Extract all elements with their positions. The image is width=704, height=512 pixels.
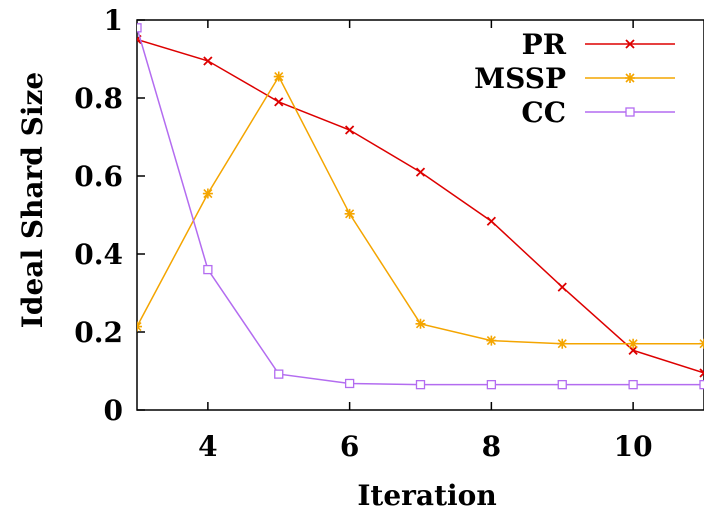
y-tick-label: 1 [104, 4, 123, 37]
x-tick-label: 4 [198, 430, 217, 463]
x-axis-ticks: 4 6 8 10 [198, 20, 653, 463]
series-line [137, 75, 704, 345]
series-line [137, 27, 704, 386]
point-marker [699, 379, 704, 390]
point-marker [557, 338, 568, 349]
plot-frame [136, 19, 704, 411]
point-marker [557, 379, 567, 390]
legend-item-pr: PR [522, 28, 675, 61]
point-marker [625, 73, 635, 83]
y-tick-label: 0.6 [74, 160, 123, 193]
y-tick-label: 0 [104, 394, 123, 427]
point-marker [486, 379, 497, 390]
point-marker [628, 379, 638, 390]
point-marker [202, 188, 213, 199]
point-marker [625, 39, 635, 49]
y-tick-label: 0.4 [74, 238, 123, 271]
point-marker [699, 338, 704, 349]
point-marker [699, 368, 704, 378]
x-tick-label: 6 [340, 430, 359, 463]
series-mssp [137, 71, 704, 349]
point-marker [137, 321, 142, 332]
x-tick-label: 10 [614, 430, 653, 463]
point-marker [273, 71, 284, 82]
point-marker [415, 318, 426, 329]
point-marker [625, 107, 635, 117]
y-axis-title: Ideal Shard Size [16, 72, 49, 328]
y-axis-ticks: 0 0.2 0.4 0.6 0.8 1 [74, 4, 145, 427]
series-cc [137, 23, 704, 390]
point-marker [628, 345, 638, 355]
point-marker [486, 335, 497, 346]
point-marker [344, 125, 355, 135]
legend-item-cc: CC [521, 96, 675, 129]
point-marker [415, 379, 426, 390]
y-tick-label: 0.2 [74, 316, 123, 349]
point-marker [274, 97, 284, 107]
legend-item-mssp: MSSP [474, 62, 675, 95]
point-marker [628, 338, 639, 349]
point-marker [137, 23, 142, 33]
point-marker [344, 208, 355, 219]
legend-label: MSSP [474, 62, 566, 95]
x-axis-title: Iteration [357, 479, 496, 512]
point-marker [344, 378, 355, 389]
legend-label: PR [522, 28, 567, 61]
point-marker [415, 167, 426, 177]
series-layer [137, 23, 704, 390]
plot-border [136, 19, 704, 411]
point-marker [274, 369, 284, 379]
legend-label: CC [521, 96, 566, 129]
point-marker [557, 282, 567, 292]
point-marker [203, 56, 213, 66]
point-marker [203, 264, 213, 275]
point-marker [486, 216, 497, 226]
x-tick-label: 8 [482, 430, 501, 463]
y-tick-label: 0.8 [74, 82, 123, 115]
